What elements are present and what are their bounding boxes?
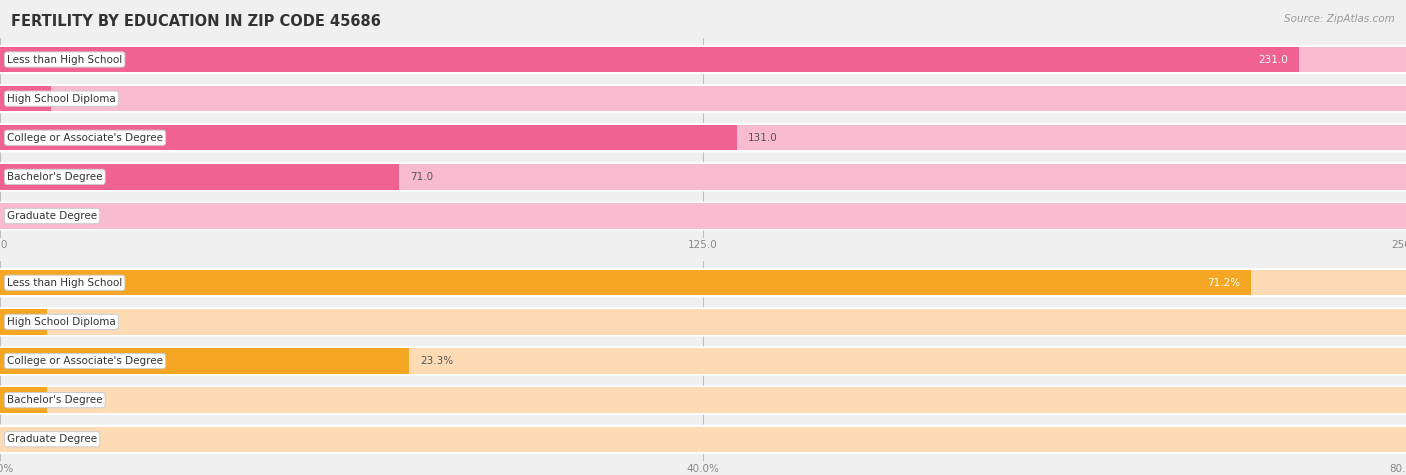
Text: High School Diploma: High School Diploma xyxy=(7,317,115,327)
Bar xyxy=(0,125,1406,151)
Bar xyxy=(0,86,51,111)
Text: Bachelor's Degree: Bachelor's Degree xyxy=(7,172,103,182)
Text: 2.7%: 2.7% xyxy=(59,395,86,405)
Text: 2.7%: 2.7% xyxy=(59,317,86,327)
Bar xyxy=(0,309,48,334)
FancyBboxPatch shape xyxy=(0,201,1406,231)
FancyBboxPatch shape xyxy=(0,123,1406,152)
Bar xyxy=(0,164,1406,190)
Text: Source: ZipAtlas.com: Source: ZipAtlas.com xyxy=(1284,14,1395,24)
FancyBboxPatch shape xyxy=(0,45,1406,74)
Text: FERTILITY BY EDUCATION IN ZIP CODE 45686: FERTILITY BY EDUCATION IN ZIP CODE 45686 xyxy=(11,14,381,29)
FancyBboxPatch shape xyxy=(0,425,1406,454)
Text: Less than High School: Less than High School xyxy=(7,278,122,288)
Bar xyxy=(0,388,48,413)
Bar xyxy=(0,427,1406,452)
Text: 131.0: 131.0 xyxy=(748,133,778,143)
Bar xyxy=(0,47,1299,72)
Text: Less than High School: Less than High School xyxy=(7,55,122,65)
Text: Graduate Degree: Graduate Degree xyxy=(7,211,97,221)
Text: 0.0%: 0.0% xyxy=(11,434,38,444)
Bar xyxy=(0,164,399,190)
Bar xyxy=(0,270,1251,295)
Text: 71.2%: 71.2% xyxy=(1206,278,1240,288)
Bar xyxy=(0,388,1406,413)
Bar xyxy=(0,125,737,151)
Text: College or Associate's Degree: College or Associate's Degree xyxy=(7,133,163,143)
Text: Graduate Degree: Graduate Degree xyxy=(7,434,97,444)
Bar xyxy=(0,348,1406,374)
FancyBboxPatch shape xyxy=(0,346,1406,376)
FancyBboxPatch shape xyxy=(0,84,1406,114)
FancyBboxPatch shape xyxy=(0,385,1406,415)
Text: Bachelor's Degree: Bachelor's Degree xyxy=(7,395,103,405)
Text: 71.0: 71.0 xyxy=(411,172,433,182)
Bar xyxy=(0,309,1406,334)
Text: 9.0: 9.0 xyxy=(62,94,79,104)
Text: 0.0: 0.0 xyxy=(11,211,28,221)
Text: 231.0: 231.0 xyxy=(1258,55,1288,65)
Bar xyxy=(0,86,1406,111)
FancyBboxPatch shape xyxy=(0,162,1406,191)
Bar xyxy=(0,348,409,374)
Bar xyxy=(0,47,1406,72)
Text: High School Diploma: High School Diploma xyxy=(7,94,115,104)
FancyBboxPatch shape xyxy=(0,307,1406,337)
Text: College or Associate's Degree: College or Associate's Degree xyxy=(7,356,163,366)
Bar xyxy=(0,203,1406,228)
FancyBboxPatch shape xyxy=(0,268,1406,297)
Bar xyxy=(0,270,1406,295)
Text: 23.3%: 23.3% xyxy=(420,356,454,366)
